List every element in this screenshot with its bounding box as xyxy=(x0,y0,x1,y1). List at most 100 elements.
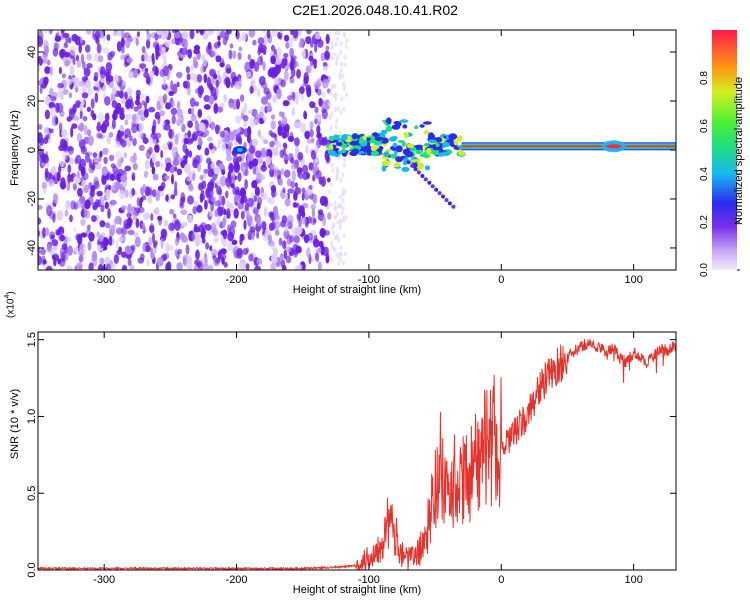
heatmap-cell xyxy=(331,168,335,174)
y-tick-label: -40 xyxy=(26,240,38,256)
heatmap-cell xyxy=(301,192,305,201)
heatmap-cell xyxy=(260,192,268,201)
heatmap-cell xyxy=(322,61,328,68)
heatmap-cell xyxy=(192,206,197,215)
heatmap-cell xyxy=(203,73,208,84)
heatmap-cell xyxy=(215,86,219,97)
heatmap-cell xyxy=(169,208,175,215)
heatmap-cell xyxy=(195,237,200,248)
heatmap-cell xyxy=(190,114,197,122)
heatmap-cell xyxy=(201,194,206,201)
heatmap-cell xyxy=(316,88,322,96)
heatmap-cell xyxy=(214,209,218,218)
heatmap-cell xyxy=(127,229,135,235)
heatmap-cell xyxy=(88,262,94,270)
heatmap-cell xyxy=(248,109,252,115)
heatmap-cell xyxy=(66,78,73,86)
heatmap-cell xyxy=(74,35,81,46)
heatmap-cell xyxy=(306,247,311,258)
heatmap-cell xyxy=(66,181,71,192)
heatmap-cell xyxy=(216,185,222,195)
heatmap-cell xyxy=(374,136,383,142)
heatmap-cell xyxy=(91,250,98,262)
heatmap-cell xyxy=(196,130,204,137)
heatmap-cell xyxy=(123,152,127,159)
heatmap-cell xyxy=(231,239,238,246)
heatmap-cell xyxy=(235,115,241,124)
heatmap-cell xyxy=(38,217,42,225)
heatmap-cell xyxy=(268,238,272,244)
heatmap-cell xyxy=(273,256,278,264)
heatmap-cell xyxy=(53,42,59,51)
heatmap-cell xyxy=(203,104,211,110)
heatmap-cell xyxy=(170,194,175,200)
heatmap-cell xyxy=(129,135,133,142)
heatmap-cell xyxy=(217,35,221,41)
heatmap-cell xyxy=(189,30,195,40)
heatmap-cell xyxy=(99,196,105,208)
heatmap-cell xyxy=(393,162,401,168)
heatmap-cell xyxy=(72,115,80,121)
heatmap-cell xyxy=(257,129,261,138)
heatmap-cell xyxy=(246,215,253,222)
heatmap-cell xyxy=(261,220,267,230)
heatmap-cell xyxy=(101,32,107,42)
heatmap-cell xyxy=(343,62,347,68)
heatmap-cell xyxy=(43,30,48,34)
heatmap-cell xyxy=(338,217,342,223)
heatmap-cell xyxy=(262,49,267,55)
heatmap-cell xyxy=(38,148,45,158)
heatmap-cell xyxy=(186,138,194,145)
heatmap-cell xyxy=(69,65,75,77)
heatmap-cell xyxy=(61,243,68,250)
heatmap-cell xyxy=(72,56,76,66)
heatmap-cell xyxy=(230,183,235,189)
heatmap-cell xyxy=(174,166,178,172)
heatmap-cell xyxy=(151,152,156,164)
heatmap-cell xyxy=(420,174,425,178)
heatmap-cell xyxy=(142,222,146,232)
heatmap-cell xyxy=(80,99,85,106)
heatmap-cell xyxy=(344,92,348,98)
heatmap-cell xyxy=(283,249,287,260)
heatmap-cell xyxy=(341,134,348,141)
heatmap-cell xyxy=(76,60,82,68)
heatmap-cell xyxy=(341,198,345,204)
heatmap-cell xyxy=(290,227,298,233)
heatmap-cell xyxy=(254,265,262,270)
heatmap-cell xyxy=(103,156,108,164)
heatmap-cell xyxy=(196,74,203,83)
heatmap-cell xyxy=(146,149,151,160)
heatmap-cell xyxy=(266,30,271,39)
heatmap-cell xyxy=(306,138,312,144)
heatmap-cell xyxy=(316,78,322,88)
heatmap-cell xyxy=(58,122,63,134)
heatmap-cell xyxy=(182,256,188,267)
heatmap-cell xyxy=(279,253,284,261)
heatmap-cell xyxy=(164,175,170,181)
heatmap-cell xyxy=(56,210,64,221)
heatmap-cell xyxy=(248,253,254,262)
heatmap-cell xyxy=(51,239,59,247)
heatmap-cell xyxy=(44,109,51,120)
heatmap-cell xyxy=(187,195,194,205)
heatmap-cell xyxy=(312,238,320,248)
heatmap-cell xyxy=(46,243,52,253)
heatmap-cell xyxy=(182,143,187,153)
heatmap-cell xyxy=(322,65,328,72)
heatmap-cell xyxy=(106,34,111,41)
heatmap-cell xyxy=(87,135,95,146)
heatmap-cell xyxy=(243,219,247,230)
heatmap-cell xyxy=(121,80,127,87)
heatmap-cell xyxy=(65,201,70,209)
heatmap-cell xyxy=(96,121,102,132)
heatmap-cell xyxy=(211,148,215,155)
heatmap-cell xyxy=(132,138,137,147)
heatmap-cell xyxy=(81,209,85,218)
heatmap-cell xyxy=(144,159,150,170)
heatmap-cell xyxy=(271,120,277,130)
heatmap-cell xyxy=(127,258,132,266)
heatmap-cell xyxy=(85,209,91,219)
heatmap-cell xyxy=(50,165,57,176)
heatmap-cell xyxy=(138,144,145,152)
